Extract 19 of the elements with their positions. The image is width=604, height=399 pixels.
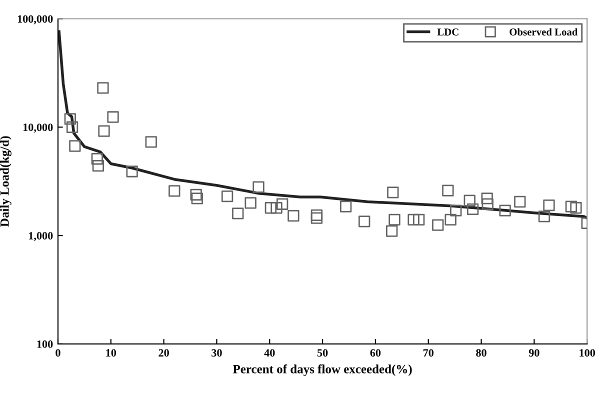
y-tick-label: 100,000 xyxy=(18,15,53,24)
x-tick-label: 0 xyxy=(56,349,60,357)
x-tick-label: 100 xyxy=(580,349,595,357)
x-tick-label: 40 xyxy=(264,349,275,357)
y-axis-title: Daily Load(kg/d) xyxy=(0,136,12,227)
x-tick-label: 80 xyxy=(476,349,486,357)
x-axis-title: Percent of days flow exceeded(%) xyxy=(232,364,412,376)
y-tick-label: 100 xyxy=(37,340,53,348)
y-tick-label: 10,000 xyxy=(23,124,53,133)
legend-label: LDC xyxy=(437,28,458,36)
x-tick-label: 90 xyxy=(528,349,540,357)
x-tick-label: 30 xyxy=(212,349,222,357)
x-tick-label: 50 xyxy=(317,349,328,357)
x-tick-label: 20 xyxy=(158,349,169,357)
x-tick-label: 70 xyxy=(423,349,434,357)
legend-label: Observed Load xyxy=(510,28,578,36)
y-tick-label: 1,000 xyxy=(29,232,53,242)
x-tick-label: 10 xyxy=(106,349,116,357)
x-tick-label: 60 xyxy=(370,349,381,357)
